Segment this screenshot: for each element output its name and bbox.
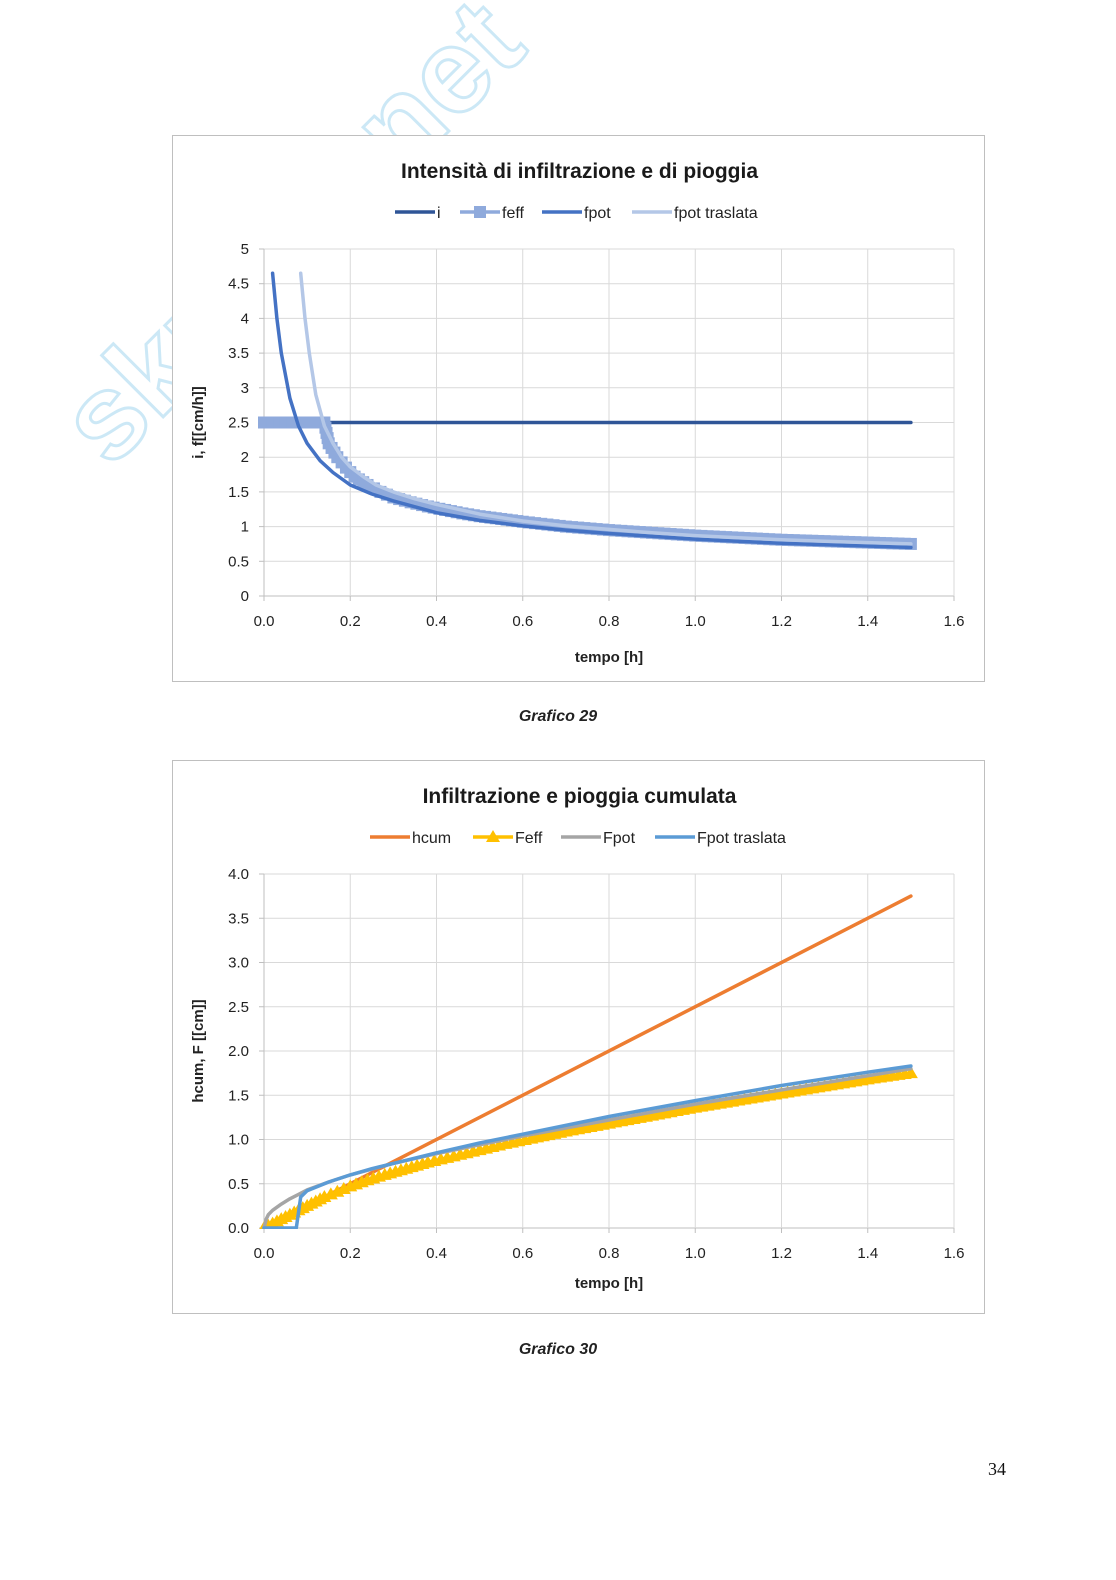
y-tick-label: 4.0 (228, 866, 249, 883)
chart-29: Intensità di infiltrazione e di pioggia 0… (172, 135, 985, 682)
chart-30-svg: Infiltrazione e pioggia cumulata 0.0 0.5 1.… (190, 785, 965, 1292)
chart-title: Infiltrazione e pioggia cumulata (423, 785, 737, 808)
y-tick-label: 2 (241, 449, 249, 466)
series-fpot-traslata (298, 271, 913, 546)
x-tick-label: 0.0 (254, 613, 275, 630)
chart-30: Infiltrazione e pioggia cumulata 0.0 0.5 1.… (172, 760, 985, 1314)
y-tick-label: 0 (241, 588, 249, 605)
series-hcum (262, 894, 913, 1229)
x-axis-label: tempo [h] (575, 1275, 643, 1292)
y-tick-label: 2.0 (228, 1043, 249, 1060)
y-tick-label: 0.5 (228, 553, 249, 570)
legend-item: fpot traslata (632, 205, 758, 222)
y-tick-label: 0.5 (228, 1176, 249, 1193)
x-tick-label: 0.4 (426, 613, 447, 630)
y-tick-label: 2.5 (228, 415, 249, 432)
data-point (903, 1066, 918, 1079)
x-tick-label: 1.0 (685, 613, 706, 630)
x-tick-label: 1.4 (857, 613, 878, 630)
legend-label: fpot traslata (674, 205, 758, 222)
caption-chart-30: Grafico 30 (518, 1341, 598, 1358)
y-tick-label: 3.0 (228, 955, 249, 972)
legend-item: i (395, 205, 441, 222)
legend-label: Fpot (603, 830, 636, 847)
series-line (262, 894, 913, 1229)
legend-item: feff (460, 205, 525, 222)
legend-item: fpot (542, 205, 611, 222)
x-tick-label: 0.6 (512, 1245, 533, 1262)
x-tick-label: 1.0 (685, 1245, 706, 1262)
y-tick-label: 1.0 (228, 1132, 249, 1149)
legend-marker (474, 206, 486, 218)
x-tick-label: 1.2 (771, 1245, 792, 1262)
legend-item: hcum (370, 830, 451, 847)
y-tick-label: 4.5 (228, 276, 249, 293)
x-tick-label: 1.4 (857, 1245, 878, 1262)
legend-item: Fpot traslata (655, 830, 786, 847)
chart-title: Intensità di infiltrazione e di pioggia (401, 160, 758, 183)
x-tick-label: 0.2 (340, 613, 361, 630)
series-line (270, 271, 913, 550)
x-tick-label: 0.4 (426, 1245, 447, 1262)
y-axis-label: i, f[[cm/h]] (190, 386, 207, 459)
y-tick-label: 1.5 (228, 484, 249, 501)
y-tick-label: 1 (241, 519, 249, 536)
legend-marker (486, 830, 500, 842)
y-tick-label: 3.5 (228, 910, 249, 927)
y-axis-label: hcum, F [[cm]] (190, 999, 207, 1102)
legend-label: Feff (515, 830, 543, 847)
y-tick-label: 2.5 (228, 999, 249, 1016)
x-tick-label: 0.2 (340, 1245, 361, 1262)
legend-label: fpot (584, 205, 611, 222)
series-feff (258, 416, 917, 550)
legend-label: hcum (412, 830, 451, 847)
x-tick-label: 1.6 (944, 1245, 965, 1262)
x-tick-label: 0.6 (512, 613, 533, 630)
legend-item: Feff (473, 830, 543, 847)
series-feff (259, 1066, 918, 1229)
series-line (262, 1071, 913, 1229)
y-tick-label: 5 (241, 241, 249, 258)
legend-label: i (437, 205, 441, 222)
chart-29-svg: Intensità di infiltrazione e di pioggia 0… (190, 160, 965, 666)
legend-item: Fpot (561, 830, 636, 847)
x-axis-label: tempo [h] (575, 649, 643, 666)
caption-chart-29: Grafico 29 (518, 708, 598, 725)
legend-label: feff (502, 205, 525, 222)
x-tick-label: 0.8 (599, 613, 620, 630)
y-tick-label: 4 (241, 310, 249, 327)
y-tick-label: 3.5 (228, 345, 249, 362)
page-number: 34 (988, 1459, 1006, 1479)
y-tick-label: 0.0 (228, 1220, 249, 1237)
series-line (262, 1064, 913, 1229)
y-tick-label: 3 (241, 380, 249, 397)
x-tick-label: 0.0 (254, 1245, 275, 1262)
y-tick-label: 1.5 (228, 1087, 249, 1104)
series-line (298, 271, 913, 546)
x-tick-label: 1.2 (771, 613, 792, 630)
series-fpot (270, 271, 913, 550)
legend-label: Fpot traslata (697, 830, 786, 847)
series-fpot-traslata (262, 1064, 913, 1229)
x-tick-label: 1.6 (944, 613, 965, 630)
x-tick-label: 0.8 (599, 1245, 620, 1262)
